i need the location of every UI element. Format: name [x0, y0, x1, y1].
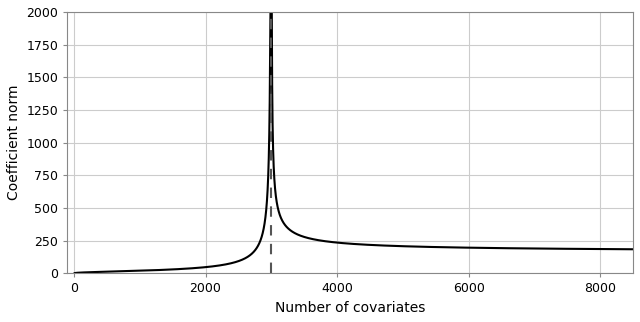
- X-axis label: Number of covariates: Number of covariates: [275, 301, 426, 315]
- Y-axis label: Coefficient norm: Coefficient norm: [7, 85, 21, 201]
